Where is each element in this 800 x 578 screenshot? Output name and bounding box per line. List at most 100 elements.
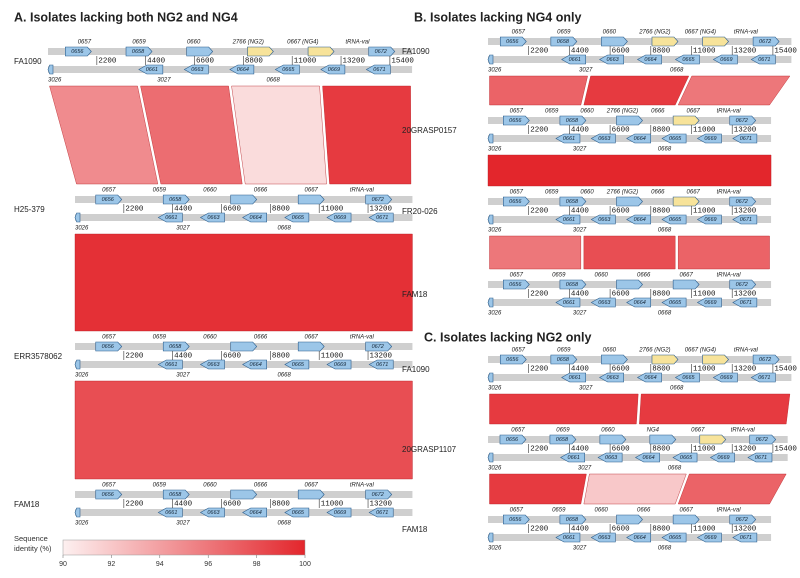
gene-label: 0664: [642, 455, 654, 461]
gene-arrow: [550, 36, 578, 47]
identity-block: [322, 85, 412, 185]
gene-name-above: 0657: [510, 508, 524, 514]
gene-name-below: 3026: [75, 373, 89, 379]
gene-label: 0661: [568, 455, 580, 461]
gene-arrow: [297, 341, 325, 352]
gene-label: 0665: [292, 215, 305, 221]
gene-name-below: 3027: [579, 386, 593, 392]
gene-label: 0664: [634, 136, 646, 142]
gene-arrow: [499, 36, 527, 47]
gene-arrow: [199, 212, 225, 223]
scale-label: 6600: [612, 445, 631, 453]
gene-name-above: tRNA-val: [350, 335, 375, 341]
track-name: FA1090: [402, 47, 430, 56]
gene-name-above: tRNA-val: [350, 188, 375, 194]
gene-arrow: [230, 341, 258, 352]
gene-arrow: [284, 212, 310, 223]
gene-label: 0663: [598, 217, 611, 223]
gene-label: 0672: [736, 282, 748, 288]
track-name: ERR3578062: [14, 352, 63, 361]
gene-arrow: [365, 489, 393, 500]
gene-label: 0663: [598, 300, 611, 306]
scale-label: 11000: [294, 57, 317, 65]
gene-arrow: [487, 133, 494, 144]
scale-label: 6600: [612, 365, 631, 373]
gene-arrow: [365, 64, 391, 75]
gene-label: 0672: [759, 39, 771, 45]
gene-label: 0669: [334, 362, 346, 368]
gene-name-below: 0668: [668, 466, 682, 472]
gene-label: 0663: [598, 535, 611, 541]
gene-arrow: [750, 372, 776, 383]
scale-label: 13200: [734, 47, 757, 55]
gene-label: 0663: [191, 67, 204, 73]
gene-label: 0664: [250, 362, 262, 368]
gene-arrow: [503, 279, 530, 290]
gene-arrow: [297, 489, 325, 500]
identity-block: [74, 233, 413, 332]
gene-arrow: [284, 507, 310, 518]
legend-tick-label: 92: [108, 561, 116, 568]
gene-arrow: [561, 54, 587, 65]
scale-label: 13200: [343, 57, 366, 65]
identity-block: [487, 154, 772, 187]
gene-label: 0661: [165, 362, 177, 368]
gene-label: 0656: [509, 517, 522, 523]
gene-arrow: [747, 452, 773, 463]
gene-arrow: [616, 196, 643, 207]
gene-name-above: 0657: [102, 188, 116, 194]
gene-arrow: [661, 297, 687, 308]
gene-label: 0671: [373, 67, 385, 73]
gene-arrow: [559, 279, 587, 290]
gene-name-above: 0667: [687, 109, 701, 115]
scale-label: 11000: [321, 500, 344, 508]
scale-label: 13200: [734, 126, 757, 134]
gene-label: 0658: [169, 197, 182, 203]
gene-label: 0664: [634, 217, 646, 223]
gene-arrow: [702, 36, 729, 47]
gene-label: 0672: [759, 357, 771, 363]
gene-arrow: [326, 212, 352, 223]
track-name: FA1090: [402, 365, 430, 374]
gene-name-below: 0668: [658, 311, 672, 317]
gene-label: 0665: [669, 217, 682, 223]
gene-name-below: 0668: [670, 68, 684, 74]
gene-name-above: tRNA-val: [731, 428, 756, 434]
scale-label: 4400: [571, 290, 590, 298]
scale-label: 13200: [734, 445, 757, 453]
gene-arrow: [752, 36, 780, 47]
gene-arrow: [503, 115, 530, 126]
gene-label: 0671: [376, 215, 388, 221]
scale-label: 8800: [652, 290, 671, 298]
gene-label: 0672: [372, 344, 384, 350]
gene-arrow: [320, 64, 346, 75]
gene-name-below: 3026: [75, 521, 89, 527]
gene-arrow: [487, 452, 494, 463]
gene-label: 0669: [717, 455, 729, 461]
gene-label: 0669: [334, 510, 346, 516]
track-bar: [488, 38, 792, 45]
gene-arrow: [712, 54, 738, 65]
scale-label: 8800: [272, 500, 291, 508]
scale-label: 11000: [693, 525, 716, 533]
gene-label: 0661: [146, 67, 158, 73]
gene-name-above: 0667: [305, 483, 319, 489]
scale-label: 4400: [571, 525, 590, 533]
identity-block: [639, 393, 791, 425]
gene-name-above: 0657: [78, 40, 92, 46]
gene-arrow: [555, 297, 581, 308]
identity-block: [678, 235, 770, 270]
gene-name-below: 3026: [488, 68, 502, 74]
gene-arrow: [247, 46, 274, 57]
gene-name-above: 0660: [187, 40, 201, 46]
gene-label: 0671: [740, 300, 752, 306]
gene-name-above: 0660: [203, 483, 217, 489]
gene-name-below: 0668: [658, 546, 672, 552]
gene-arrow: [499, 354, 527, 365]
gene-name-above: 0667: [305, 188, 319, 194]
gene-name-above: 0659: [545, 190, 559, 196]
gene-label: 0671: [755, 455, 767, 461]
scale-label: 13200: [734, 365, 757, 373]
scale-label: 13200: [734, 207, 757, 215]
